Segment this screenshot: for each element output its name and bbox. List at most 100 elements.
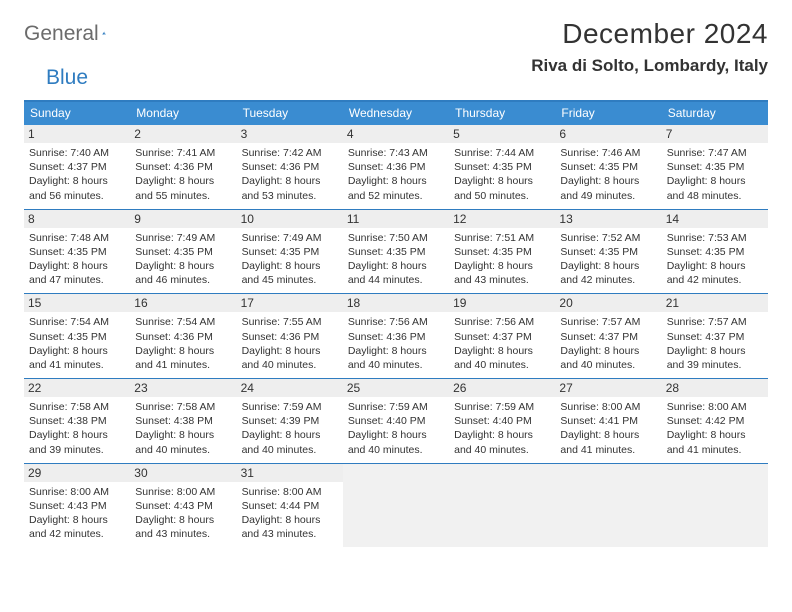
sunset-text: Sunset: 4:35 PM xyxy=(454,245,550,259)
day-number: 26 xyxy=(449,379,555,397)
day-cell: 28Sunrise: 8:00 AMSunset: 4:42 PMDayligh… xyxy=(662,379,768,463)
day-number: 29 xyxy=(24,464,130,482)
day-cell: 29 Sunrise: 8:00 AMSunset: 4:43 PMDayligh… xyxy=(24,464,130,548)
dow-thursday: Thursday xyxy=(449,102,555,125)
daylight-text-1: Daylight: 8 hours xyxy=(135,259,231,273)
daylight-text-2: and 53 minutes. xyxy=(242,189,338,203)
daylight-text-1: Daylight: 8 hours xyxy=(135,344,231,358)
daylight-text-1: Daylight: 8 hours xyxy=(29,174,125,188)
sunset-text: Sunset: 4:43 PM xyxy=(29,499,125,513)
day-info: Sunrise: 7:49 AMSunset: 4:35 PMDaylight:… xyxy=(242,231,338,288)
sunrise-text: Sunrise: 7:41 AM xyxy=(135,146,231,160)
day-info: Sunrise: 7:59 AMSunset: 4:40 PMDaylight:… xyxy=(454,400,550,457)
day-number: 17 xyxy=(237,294,343,312)
day-number: 18 xyxy=(343,294,449,312)
daylight-text-1: Daylight: 8 hours xyxy=(560,259,656,273)
day-cell: 7Sunrise: 7:47 AMSunset: 4:35 PMDaylight… xyxy=(662,125,768,209)
sunrise-text: Sunrise: 7:57 AM xyxy=(560,315,656,329)
day-number: 31 xyxy=(237,464,343,482)
sunrise-text: Sunrise: 8:00 AM xyxy=(135,485,231,499)
daylight-text-2: and 40 minutes. xyxy=(242,358,338,372)
day-info: Sunrise: 7:49 AMSunset: 4:35 PMDaylight:… xyxy=(135,231,231,288)
day-number: 9 xyxy=(130,210,236,228)
day-info: Sunrise: 7:57 AMSunset: 4:37 PMDaylight:… xyxy=(667,315,763,372)
daylight-text-1: Daylight: 8 hours xyxy=(135,513,231,527)
day-number: 8 xyxy=(24,210,130,228)
day-cell: 5Sunrise: 7:44 AMSunset: 4:35 PMDaylight… xyxy=(449,125,555,209)
day-number: 30 xyxy=(130,464,236,482)
sunset-text: Sunset: 4:35 PM xyxy=(29,330,125,344)
daylight-text-2: and 41 minutes. xyxy=(29,358,125,372)
day-cell xyxy=(343,464,449,548)
sunset-text: Sunset: 4:41 PM xyxy=(560,414,656,428)
sunset-text: Sunset: 4:36 PM xyxy=(135,160,231,174)
day-cell: 15Sunrise: 7:54 AMSunset: 4:35 PMDayligh… xyxy=(24,294,130,378)
daylight-text-1: Daylight: 8 hours xyxy=(667,174,763,188)
day-cell: 23Sunrise: 7:58 AMSunset: 4:38 PMDayligh… xyxy=(130,379,236,463)
day-cell: 30 Sunrise: 8:00 AMSunset: 4:43 PMDayligh… xyxy=(130,464,236,548)
day-info: Sunrise: 7:55 AMSunset: 4:36 PMDaylight:… xyxy=(242,315,338,372)
day-cell xyxy=(555,464,661,548)
sunset-text: Sunset: 4:40 PM xyxy=(454,414,550,428)
sunrise-text: Sunrise: 7:52 AM xyxy=(560,231,656,245)
sunrise-text: Sunrise: 7:53 AM xyxy=(667,231,763,245)
daylight-text-1: Daylight: 8 hours xyxy=(667,259,763,273)
day-info: Sunrise: 7:51 AMSunset: 4:35 PMDaylight:… xyxy=(454,231,550,288)
day-info: Sunrise: 7:41 AMSunset: 4:36 PMDaylight:… xyxy=(135,146,231,203)
day-number: 12 xyxy=(449,210,555,228)
sunrise-text: Sunrise: 7:50 AM xyxy=(348,231,444,245)
day-info: Sunrise: 7:47 AMSunset: 4:35 PMDaylight:… xyxy=(667,146,763,203)
daylight-text-2: and 40 minutes. xyxy=(560,358,656,372)
sunset-text: Sunset: 4:42 PM xyxy=(667,414,763,428)
daylight-text-1: Daylight: 8 hours xyxy=(242,428,338,442)
daylight-text-2: and 40 minutes. xyxy=(454,443,550,457)
dow-tuesday: Tuesday xyxy=(237,102,343,125)
day-info: Sunrise: 7:42 AMSunset: 4:36 PMDaylight:… xyxy=(242,146,338,203)
sunset-text: Sunset: 4:39 PM xyxy=(242,414,338,428)
sunset-text: Sunset: 4:43 PM xyxy=(135,499,231,513)
day-number: 4 xyxy=(343,125,449,143)
day-number: 20 xyxy=(555,294,661,312)
sunrise-text: Sunrise: 7:56 AM xyxy=(348,315,444,329)
sunrise-text: Sunrise: 7:54 AM xyxy=(135,315,231,329)
daylight-text-2: and 56 minutes. xyxy=(29,189,125,203)
day-number: 14 xyxy=(662,210,768,228)
brand-sail-icon xyxy=(102,24,106,42)
sunrise-text: Sunrise: 7:58 AM xyxy=(29,400,125,414)
day-number: 15 xyxy=(24,294,130,312)
day-cell xyxy=(662,464,768,548)
day-number: 22 xyxy=(24,379,130,397)
location-label: Riva di Solto, Lombardy, Italy xyxy=(531,56,768,76)
day-info: Sunrise: 8:00 AMSunset: 4:43 PMDaylight:… xyxy=(29,485,125,542)
sunrise-text: Sunrise: 7:59 AM xyxy=(242,400,338,414)
day-info: Sunrise: 7:48 AMSunset: 4:35 PMDaylight:… xyxy=(29,231,125,288)
day-info: Sunrise: 7:58 AMSunset: 4:38 PMDaylight:… xyxy=(135,400,231,457)
sunset-text: Sunset: 4:35 PM xyxy=(667,245,763,259)
day-cell: 2 Sunrise: 7:41 AMSunset: 4:36 PMDaylight… xyxy=(130,125,236,209)
day-cell: 24Sunrise: 7:59 AMSunset: 4:39 PMDayligh… xyxy=(237,379,343,463)
daylight-text-1: Daylight: 8 hours xyxy=(135,174,231,188)
daylight-text-2: and 40 minutes. xyxy=(135,443,231,457)
sunrise-text: Sunrise: 7:58 AM xyxy=(135,400,231,414)
sunset-text: Sunset: 4:36 PM xyxy=(348,160,444,174)
daylight-text-1: Daylight: 8 hours xyxy=(242,513,338,527)
daylight-text-2: and 40 minutes. xyxy=(348,358,444,372)
sunset-text: Sunset: 4:37 PM xyxy=(560,330,656,344)
dow-sunday: Sunday xyxy=(24,102,130,125)
sunset-text: Sunset: 4:38 PM xyxy=(29,414,125,428)
daylight-text-1: Daylight: 8 hours xyxy=(667,344,763,358)
sunrise-text: Sunrise: 8:00 AM xyxy=(242,485,338,499)
daylight-text-1: Daylight: 8 hours xyxy=(560,174,656,188)
day-number: 16 xyxy=(130,294,236,312)
day-number: 2 xyxy=(130,125,236,143)
sunrise-text: Sunrise: 8:00 AM xyxy=(560,400,656,414)
sunset-text: Sunset: 4:35 PM xyxy=(135,245,231,259)
sunset-text: Sunset: 4:37 PM xyxy=(454,330,550,344)
day-number: 6 xyxy=(555,125,661,143)
day-number: 28 xyxy=(662,379,768,397)
sunrise-text: Sunrise: 7:44 AM xyxy=(454,146,550,160)
daylight-text-2: and 41 minutes. xyxy=(667,443,763,457)
daylight-text-1: Daylight: 8 hours xyxy=(348,259,444,273)
day-number: 1 xyxy=(24,125,130,143)
day-info: Sunrise: 7:56 AMSunset: 4:36 PMDaylight:… xyxy=(348,315,444,372)
